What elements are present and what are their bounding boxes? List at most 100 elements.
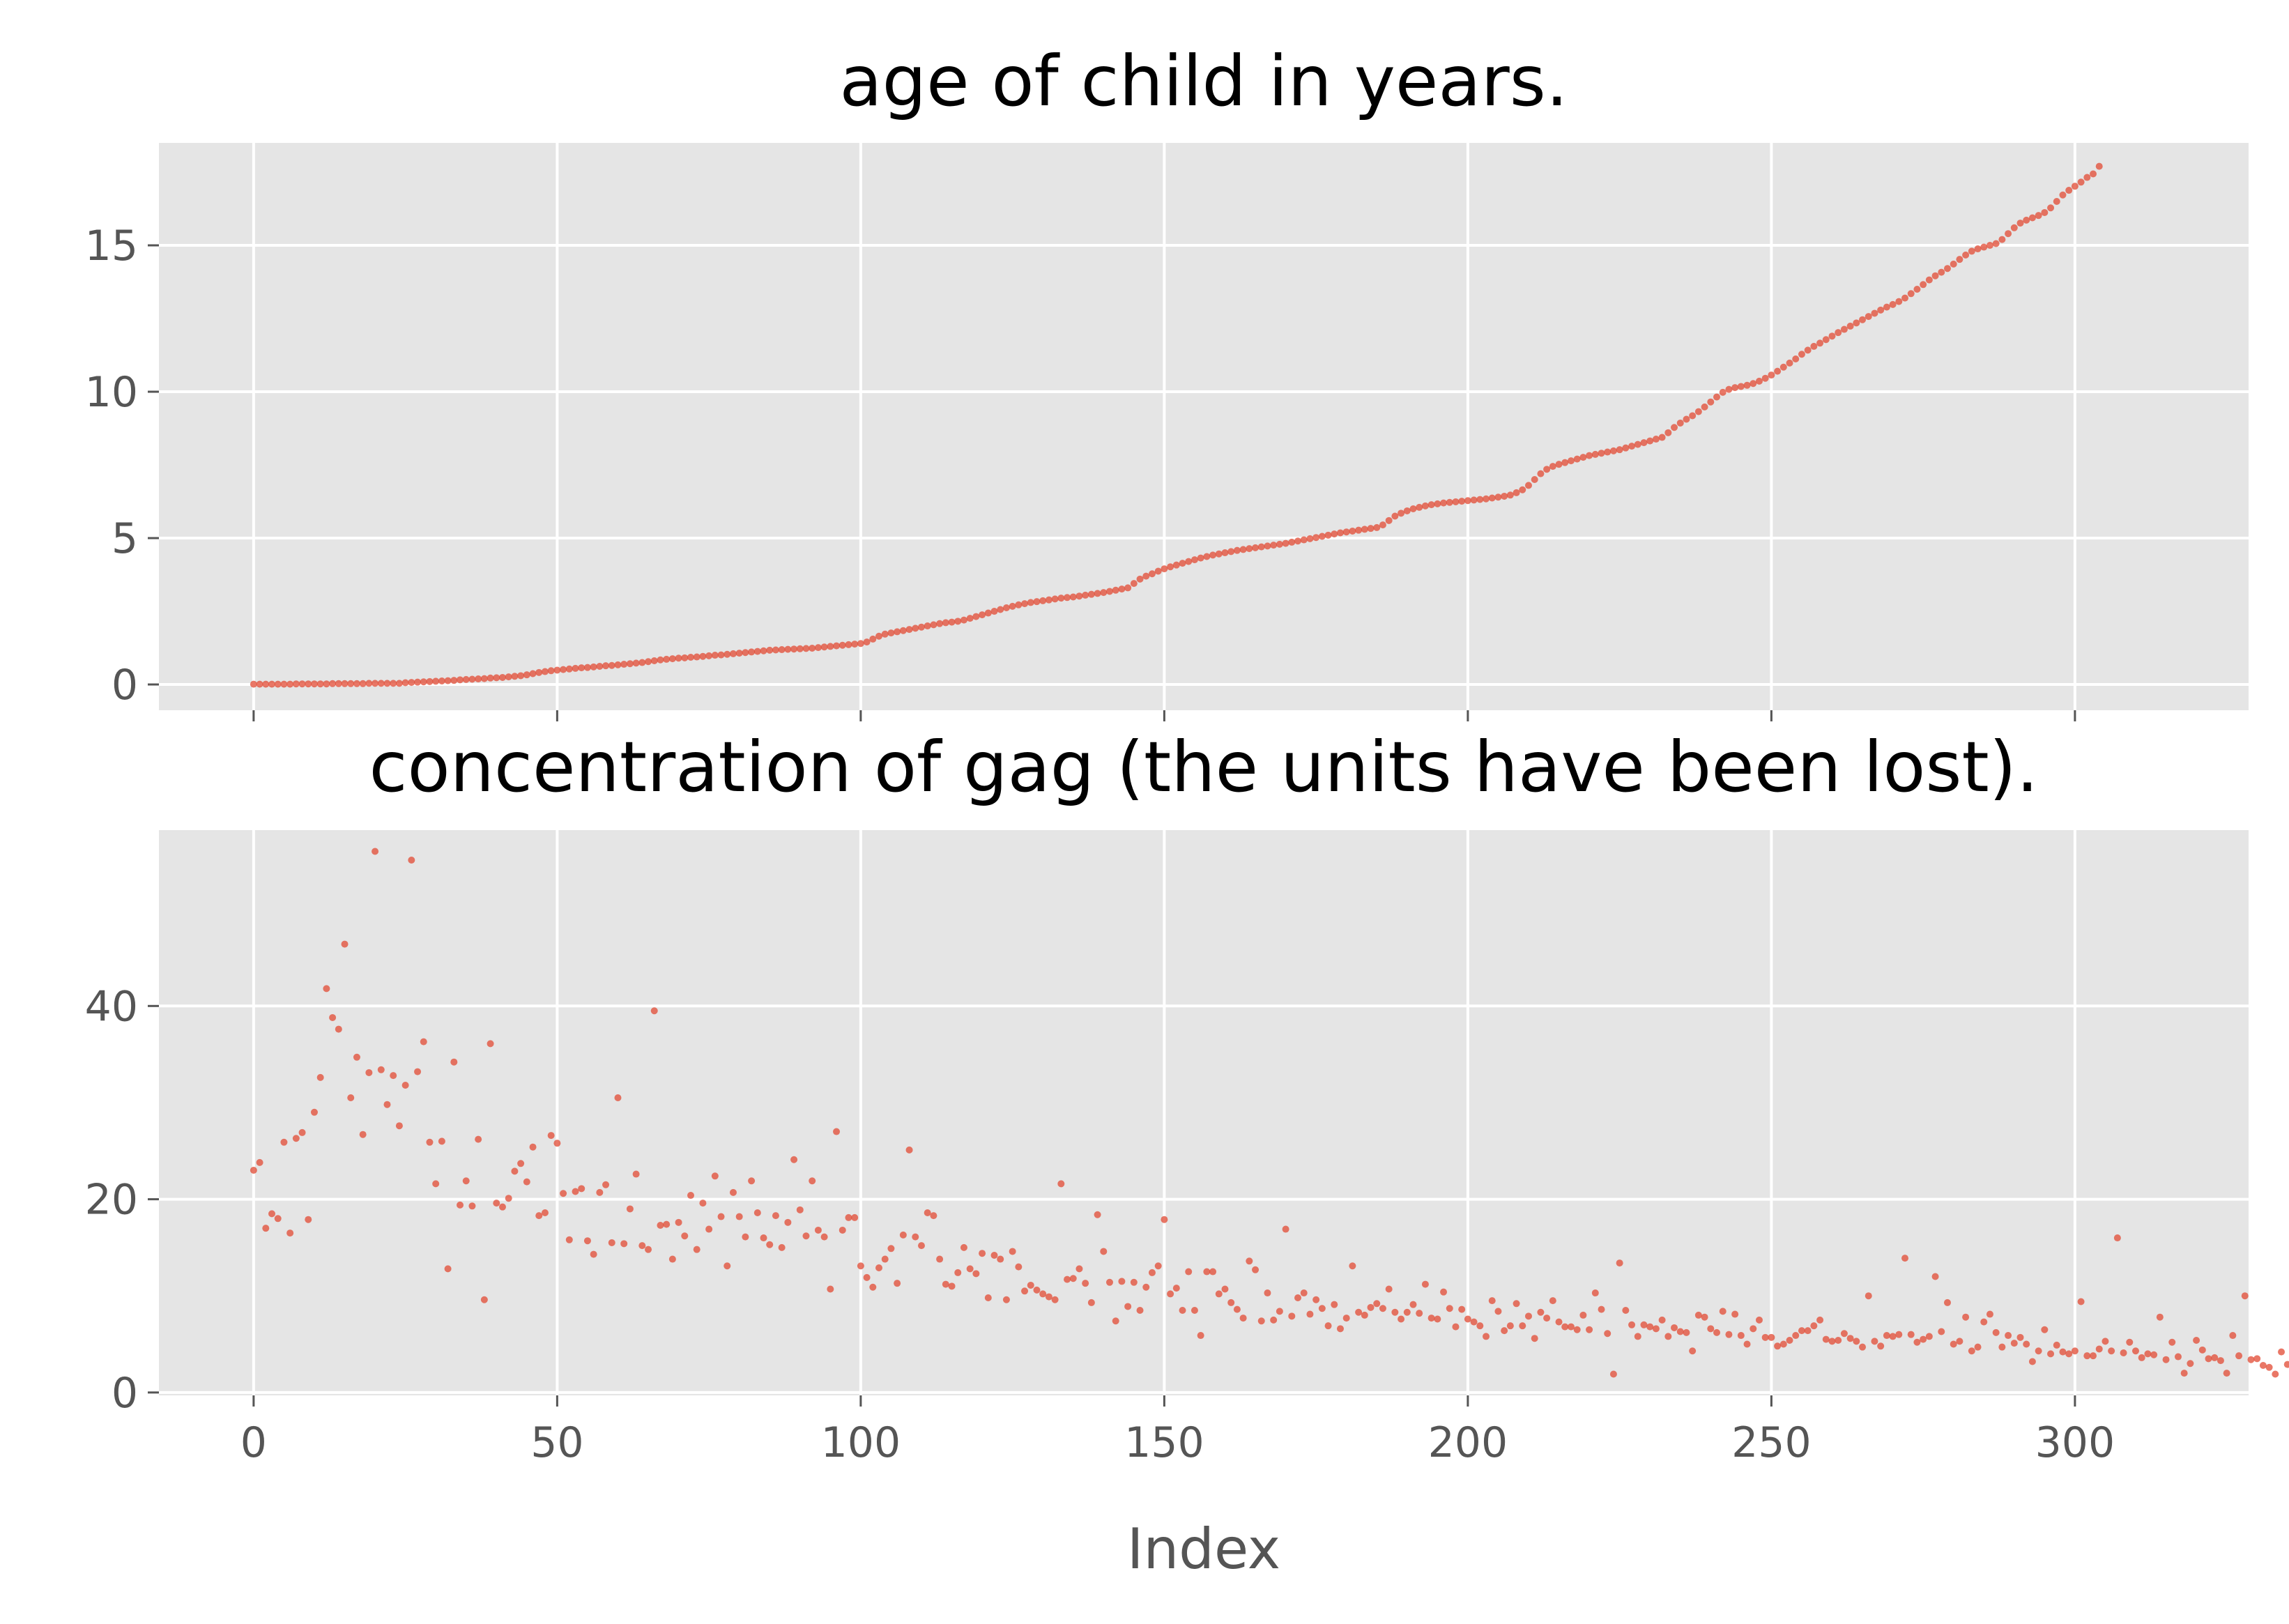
gag-data-point [875, 1264, 883, 1272]
age-data-point [1197, 554, 1204, 562]
age-data-point [1501, 492, 1508, 500]
gag-data-point [1835, 1336, 1842, 1344]
gag-data-point [1087, 1299, 1095, 1306]
age-data-point [942, 619, 949, 627]
gag-data-point [2278, 1348, 2286, 1356]
age-data-point [1816, 339, 1824, 347]
age-data-point [268, 680, 276, 688]
gag-data-point [1609, 1370, 1617, 1378]
age-data-point [1446, 498, 1453, 506]
age-data-point [1573, 455, 1581, 463]
age-data-point [1792, 355, 1800, 362]
age-data-point [286, 680, 294, 688]
age-data-point [1434, 500, 1441, 507]
gag-data-point [602, 1181, 610, 1188]
gag-data-point [1846, 1335, 1854, 1342]
age-data-point [280, 680, 288, 688]
age-data-point [1920, 281, 1927, 289]
gag-data-point [1859, 1343, 1867, 1351]
age-data-point [729, 650, 737, 657]
age-data-point [1385, 516, 1393, 524]
gag-data-point [742, 1233, 749, 1241]
age-data-point [724, 650, 731, 658]
gag-data-point [663, 1220, 671, 1228]
gag-data-point [547, 1132, 555, 1140]
age-data-point [1804, 346, 1812, 354]
age-data-point [547, 667, 555, 675]
gag-data-point [1913, 1338, 1921, 1346]
gag-data-point [1069, 1275, 1077, 1282]
gag-data-point [1112, 1317, 1119, 1325]
gag-data-point [881, 1255, 889, 1263]
gag-data-point [310, 1108, 318, 1116]
age-data-point [1822, 336, 1830, 344]
gag-data-point [1045, 1293, 1052, 1301]
gag-data-point [1221, 1285, 1229, 1293]
gag-data-point [724, 1262, 731, 1270]
age-data-point [1750, 380, 1757, 388]
age-data-point [1069, 593, 1077, 601]
gag-data-point [948, 1282, 956, 1290]
age-data-point [2053, 198, 2060, 206]
gag-data-point [529, 1143, 537, 1151]
age-data-point [1191, 556, 1198, 564]
gag-data-point [1130, 1278, 1138, 1286]
age-data-point [2065, 187, 2073, 194]
age-data-point [1167, 563, 1174, 571]
gag-data-point [1142, 1283, 1150, 1291]
gag-data-point [2138, 1354, 2145, 1361]
age-data-point [529, 670, 537, 677]
age-data-point [1136, 575, 1144, 583]
age-data-point [2077, 178, 2085, 186]
gag-data-point [2259, 1362, 2267, 1370]
gag-data-point [1276, 1308, 1283, 1315]
gag-data-point [827, 1285, 834, 1293]
gag-data-point [626, 1205, 634, 1213]
age-data-point [717, 651, 725, 659]
gag-data-point [292, 1135, 300, 1142]
gag-data-point [1537, 1308, 1545, 1316]
gag-data-point [1707, 1325, 1715, 1333]
gag-data-point [553, 1140, 561, 1147]
gag-y-tick-label: 20 [85, 1176, 138, 1225]
gag-data-point [1683, 1328, 1690, 1336]
gag-data-point [894, 1280, 901, 1287]
gag-data-point [924, 1209, 931, 1216]
gag-data-point [1385, 1285, 1393, 1293]
age-data-point [1913, 286, 1921, 293]
gag-data-point [268, 1210, 276, 1218]
age-data-point [1118, 585, 1126, 593]
age-data-point [1361, 526, 1368, 533]
gag-data-point [438, 1137, 445, 1145]
gag-data-point [1027, 1281, 1034, 1289]
gag-data-point [1768, 1333, 1775, 1341]
age-data-point [1331, 530, 1338, 538]
gag-data-point [390, 1072, 397, 1080]
gag-data-point [687, 1192, 695, 1200]
gag-data-point [1124, 1303, 1132, 1310]
gag-data-point [1506, 1322, 1514, 1330]
age-data-point [1567, 457, 1575, 465]
age-data-point [1938, 268, 1945, 276]
age-data-point [687, 653, 695, 661]
age-data-point [1470, 496, 1478, 504]
age-data-point [2035, 212, 2042, 220]
age-y-tick-label: 15 [85, 222, 138, 270]
age-y-tick-label: 0 [112, 661, 138, 710]
age-data-point [930, 621, 937, 629]
gag-data-point [2223, 1370, 2230, 1377]
gag-data-point [1950, 1340, 1957, 1348]
age-data-point [1701, 403, 1708, 411]
gag-data-point [650, 1007, 658, 1015]
gag-data-point [1725, 1331, 1733, 1338]
age-data-point [377, 680, 385, 687]
age-data-point [390, 680, 397, 687]
gag-data-point [1452, 1323, 1460, 1331]
age-data-point [310, 680, 318, 688]
age-data-point [401, 679, 409, 687]
age-data-point [1907, 290, 1915, 298]
gag-data-point [2053, 1341, 2060, 1349]
gag-data-point [2059, 1348, 2067, 1356]
age-data-point [620, 661, 628, 668]
age-data-point [353, 680, 360, 687]
